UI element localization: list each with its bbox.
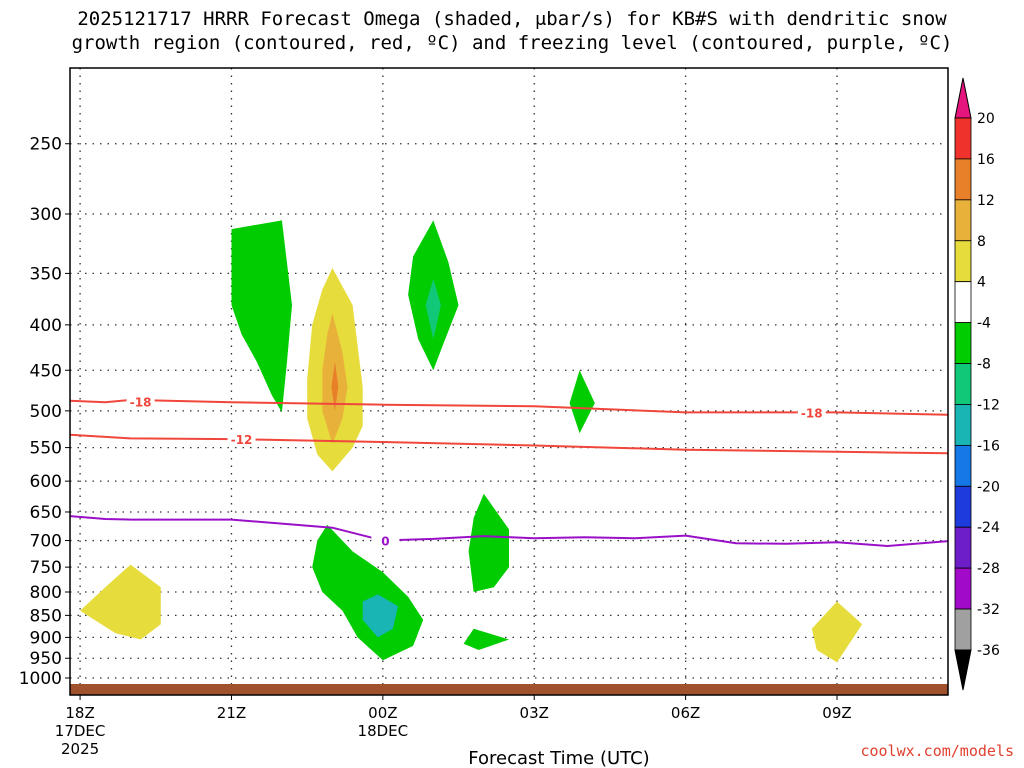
contour-label-2: -12 [231,433,253,447]
contour-label-bg-0 [126,393,155,409]
colorbar-label-4: 4 [977,275,986,291]
colorbar-swatch-6 [954,363,972,405]
y-tick-label-250: 250 [30,135,62,155]
chart-title-line-2: growth region (contoured, red, ºC) and f… [71,32,953,54]
colorbar-swatch-7 [954,404,972,446]
colorbar-bottom-arrow [954,649,972,691]
colorbar-label-8: -16 [977,438,1000,454]
colorbar-top-arrow [954,77,972,119]
y-tick-label-350: 350 [30,264,62,284]
contour-label-bg-1 [797,404,826,420]
colorbar-label-6: -8 [977,357,991,373]
colorbar-label-5: -4 [977,316,991,332]
watermark: coolwx.com/models [860,742,1014,760]
contour-label-bg-3 [371,532,400,548]
y-tick-label-500: 500 [30,402,62,422]
colorbar-label-10: -24 [977,520,1000,536]
omega-region-0 [231,220,292,413]
colorbar-swatch-12 [954,608,972,651]
x-tick-label-18Z: 18Z [65,704,94,722]
y-tick-label-550: 550 [30,439,62,459]
y-tick-label-1000: 1000 [19,669,62,689]
colorbar-label-3: 8 [977,234,986,250]
colorbar-label-11: -28 [977,561,1000,577]
y-tick-label-400: 400 [30,316,62,336]
omega-region-11 [80,564,161,640]
colorbar-swatch-9 [954,485,972,528]
colorbar-label-13: -36 [977,643,1000,659]
y-tick-label-800: 800 [30,583,62,603]
x-tick-label-06Z: 06Z [671,704,700,722]
contour-label-1: -18 [801,406,823,420]
x-tick-year-18Z: 2025 [61,740,99,758]
y-tick-label-450: 450 [30,361,62,381]
x-tick-date-00Z: 18DEC [358,722,409,740]
y-tick-label-900: 900 [30,628,62,648]
y-tick-label-300: 300 [30,205,62,225]
colorbar-swatch-0 [954,117,972,160]
y-tick-label-650: 650 [30,503,62,523]
colorbar-swatch-8 [954,444,972,487]
x-tick-label-09Z: 09Z [822,704,851,722]
x-axis-label: Forecast Time (UTC) [468,748,649,768]
x-tick-label-03Z: 03Z [520,704,549,722]
colorbar-swatch-4 [954,281,972,324]
colorbar-label-12: -32 [977,602,1000,618]
colorbar-swatch-11 [954,567,972,610]
y-tick-label-750: 750 [30,558,62,578]
contour-line-2 [69,515,949,548]
plot-background [70,68,948,695]
omega-region-5 [425,278,441,340]
colorbar-label-0: 20 [977,111,995,127]
contour-line-0 [69,398,949,416]
x-tick-date-18Z: 17DEC [55,722,106,740]
colorbar-swatch-3 [954,240,972,283]
colorbar-swatch-10 [954,526,972,569]
terrain-band [70,684,948,695]
colorbar-swatch-1 [954,158,972,201]
omega-region-12 [811,601,863,663]
plot-frame [69,67,949,696]
contour-label-3: 0 [381,535,389,549]
omega-region-7 [468,493,509,592]
omega-region-8 [312,524,424,661]
colorbar-label-2: 12 [977,193,995,209]
chart-title-line-1: 2025121717 HRRR Forecast Omega (shaded, … [77,8,947,30]
contour-label-0: -18 [130,396,152,410]
y-tick-label-600: 600 [30,472,62,492]
x-tick-label-00Z: 00Z [368,704,397,722]
y-tick-label-950: 950 [30,649,62,669]
omega-region-6 [569,370,595,434]
y-tick-label-700: 700 [30,532,62,552]
colorbar-swatch-5 [954,322,972,364]
contour-line-1 [69,433,949,455]
omega-region-3 [331,361,339,411]
colorbar-label-1: 16 [977,152,995,168]
omega-region-9 [362,594,398,638]
x-tick-label-21Z: 21Z [217,704,246,722]
omega-region-10 [463,628,509,650]
colorbar-label-7: -12 [977,397,1000,413]
y-tick-label-850: 850 [30,606,62,626]
contour-label-bg-2 [227,431,256,447]
colorbar-swatch-2 [954,199,972,242]
colorbar-label-9: -20 [977,479,1000,495]
